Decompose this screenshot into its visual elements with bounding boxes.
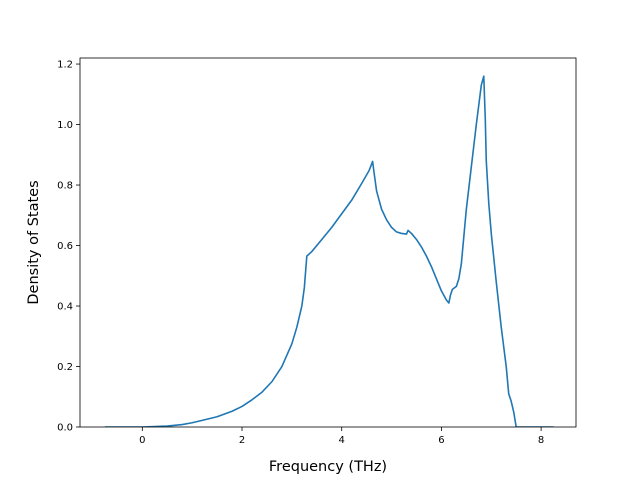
x-tick-label: 0 (139, 435, 145, 446)
y-tick-label: 1.0 (57, 120, 73, 131)
y-ticks: 0.0 0.2 0.4 0.6 0.8 1.0 1.2 (57, 60, 80, 434)
y-tick-label: 0.4 (57, 302, 73, 313)
y-tick-label: 0.2 (57, 362, 73, 373)
x-tick-label: 4 (339, 435, 345, 446)
y-tick-label: 0.6 (57, 241, 73, 252)
x-tick-label: 8 (538, 435, 544, 446)
dos-series-line (104, 75, 554, 427)
y-axis-label: Density of States (26, 180, 42, 304)
x-axis-label: Frequency (THz) (269, 459, 387, 475)
axes-frame (79, 57, 577, 428)
x-tick-label: 6 (438, 435, 444, 446)
x-tick-label: 2 (239, 435, 245, 446)
x-ticks: 0 2 4 6 8 (139, 427, 544, 446)
plot-area (104, 75, 554, 427)
y-tick-label: 0.0 (57, 423, 73, 434)
y-tick-label: 1.2 (57, 60, 73, 71)
y-tick-label: 0.8 (57, 181, 73, 192)
